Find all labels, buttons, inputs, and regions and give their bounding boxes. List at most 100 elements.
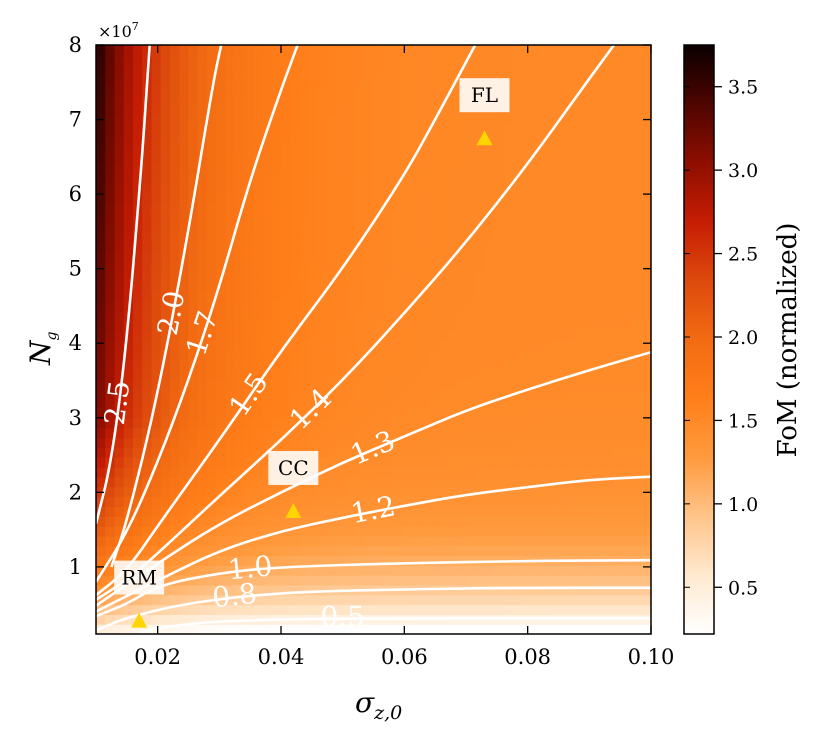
heatmap-cell: [262, 143, 273, 154]
heatmap-cell: [512, 339, 523, 350]
heatmap-cell: [123, 398, 134, 409]
heatmap-cell: [345, 378, 356, 390]
heatmap-cell: [558, 231, 569, 242]
heatmap-cell: [262, 260, 273, 272]
heatmap-cell: [244, 339, 254, 350]
heatmap-cell: [262, 192, 273, 203]
heatmap-cell: [632, 84, 643, 95]
heatmap-cell: [234, 339, 245, 350]
heatmap-cell: [234, 143, 245, 154]
heatmap-cell: [142, 172, 153, 184]
heatmap-cell: [438, 192, 449, 203]
heatmap-cell: [170, 172, 180, 184]
heatmap-cell: [123, 162, 134, 174]
heatmap-cell: [447, 231, 458, 242]
heatmap-cell: [466, 310, 476, 321]
heatmap-cell: [364, 280, 375, 292]
heatmap-cell: [327, 408, 338, 419]
heatmap-cell: [429, 565, 439, 576]
heatmap-cell: [466, 143, 476, 154]
heatmap-cell: [512, 319, 523, 331]
heatmap-cell: [234, 319, 245, 331]
heatmap-cell: [299, 182, 310, 193]
heatmap-cell: [410, 388, 421, 399]
heatmap-cell: [623, 349, 634, 360]
heatmap-cell: [355, 545, 365, 557]
heatmap-cell: [456, 427, 467, 439]
heatmap-cell: [225, 339, 236, 350]
heatmap-cell: [271, 388, 282, 399]
heatmap-cell: [623, 319, 634, 331]
heatmap-cell: [364, 427, 375, 439]
heatmap-cell: [336, 74, 347, 85]
heatmap-cell: [401, 378, 412, 390]
heatmap-cell: [419, 408, 430, 419]
heatmap-cell: [96, 535, 106, 547]
heatmap-cell: [438, 221, 449, 233]
heatmap-cell: [216, 575, 227, 586]
heatmap-cell: [299, 202, 310, 213]
heatmap-cell: [558, 496, 569, 507]
heatmap-cell: [170, 113, 180, 125]
heatmap-cell: [207, 506, 217, 517]
heatmap-cell: [577, 467, 587, 478]
heatmap-cell: [429, 241, 439, 252]
heatmap-cell: [447, 162, 458, 174]
heatmap-cell: [521, 565, 532, 576]
heatmap-cell: [549, 192, 560, 203]
heatmap-cell: [466, 319, 476, 331]
heatmap-cell: [586, 368, 597, 380]
heatmap-cell: [160, 211, 171, 223]
heatmap-cell: [530, 74, 541, 85]
heatmap-cell: [595, 113, 606, 125]
heatmap-cell: [540, 202, 550, 213]
heatmap-cell: [160, 162, 171, 174]
heatmap-cell: [96, 329, 106, 341]
heatmap-cell: [133, 94, 143, 105]
heatmap-cell: [503, 467, 513, 478]
heatmap-cell: [410, 457, 421, 468]
heatmap-cell: [234, 437, 245, 449]
heatmap-cell: [216, 103, 227, 115]
heatmap-cell: [641, 133, 651, 144]
heatmap-cell: [327, 123, 338, 134]
heatmap-cell: [151, 526, 162, 537]
heatmap-cell: [567, 604, 578, 615]
heatmap-cell: [170, 398, 180, 409]
heatmap-cell: [299, 388, 310, 399]
heatmap-cell: [614, 221, 624, 233]
heatmap-cell: [114, 496, 125, 507]
heatmap-cell: [530, 604, 541, 615]
heatmap-cell: [96, 172, 106, 184]
heatmap-cell: [577, 260, 587, 272]
heatmap-cell: [540, 398, 550, 409]
heatmap-cell: [530, 221, 541, 233]
heatmap-cell: [475, 251, 486, 262]
heatmap-cell: [558, 516, 569, 527]
heatmap-cell: [318, 84, 328, 95]
heatmap-cell: [373, 526, 384, 537]
heatmap-cell: [290, 339, 301, 350]
heatmap-cell: [558, 545, 569, 557]
heatmap-cell: [604, 378, 615, 390]
heatmap-cell: [438, 231, 449, 242]
heatmap-cell: [364, 45, 375, 56]
heatmap-cell: [345, 123, 356, 134]
heatmap-cell: [253, 162, 264, 174]
heatmap-cell: [641, 398, 651, 409]
heatmap-cell: [253, 467, 264, 478]
heatmap-cell: [318, 565, 328, 576]
heatmap-cell: [327, 388, 338, 399]
heatmap-cell: [503, 300, 513, 311]
heatmap-cell: [216, 457, 227, 468]
heatmap-cell: [188, 103, 199, 115]
heatmap-cell: [133, 152, 143, 164]
heatmap-cell: [225, 545, 236, 557]
heatmap-cell: [512, 260, 523, 272]
heatmap-cell: [244, 64, 254, 76]
heatmap-cell: [114, 211, 125, 223]
heatmap-cell: [336, 45, 347, 56]
heatmap-cell: [641, 319, 651, 331]
heatmap-cell: [234, 192, 245, 203]
heatmap-cell: [447, 388, 458, 399]
